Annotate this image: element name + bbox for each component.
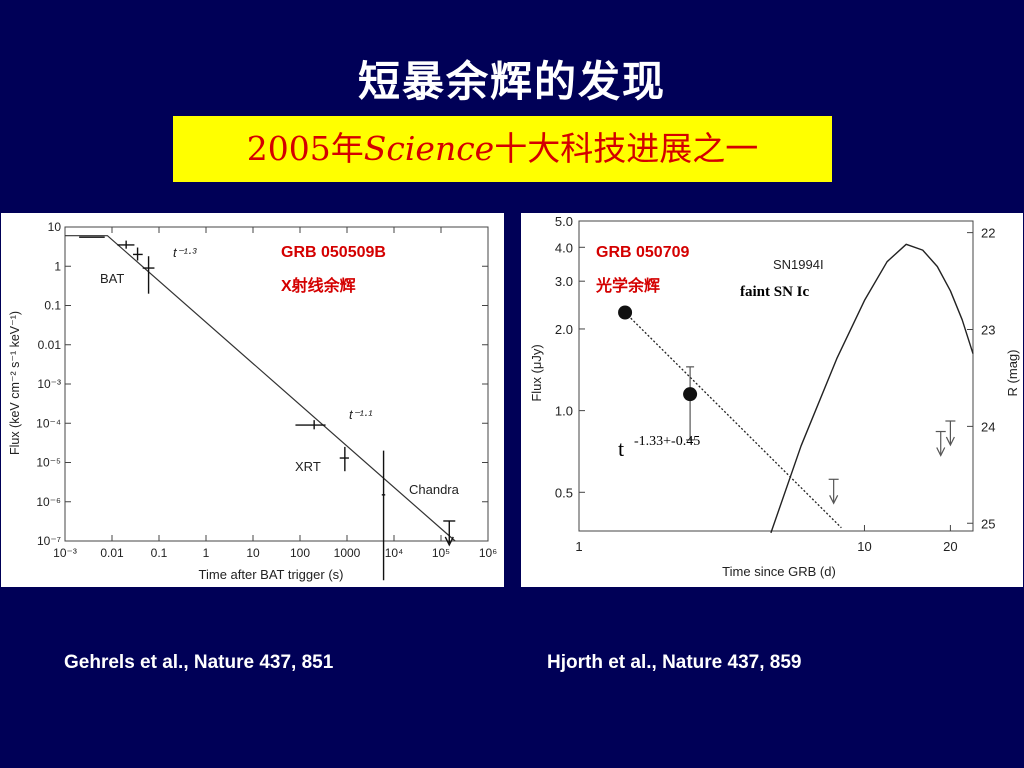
x-tick-label-right: 20 (943, 539, 957, 554)
upper-limit-arrowhead-right (945, 436, 955, 447)
slope-label-late: t⁻¹·¹ (349, 407, 373, 422)
data-point-right (683, 387, 698, 402)
slope-label-early: t⁻¹·³ (173, 245, 197, 260)
citation-right: Hjorth et al., Nature 437, 859 (547, 652, 802, 673)
y-tick-label-mag: 22 (981, 226, 995, 241)
x-tick-label-left: 10⁵ (432, 546, 450, 560)
subtitle-journal: Science (363, 129, 495, 168)
x-tick-label-right: 1 (575, 539, 582, 554)
power-law-t: t (618, 436, 624, 461)
citation-left: Gehrels et al., Nature 437, 851 (64, 652, 334, 673)
y-tick-label-flux: 5.0 (555, 214, 573, 229)
power-law-fit-line (624, 312, 842, 529)
model-fit-line (65, 235, 456, 542)
xray-chart-panel: GRB 050509B X射线余辉 BAT XRT Chandra t⁻¹·³ … (1, 213, 504, 587)
supernova-light-curve (770, 243, 974, 534)
optical-chart-panel: GRB 050709 光学余辉 SN1994I faint SN Ic t -1… (521, 213, 1023, 587)
bat-label: BAT (100, 271, 124, 286)
subtitle-year: 2005年 (246, 129, 364, 168)
y-tick-label-mag: 23 (981, 323, 995, 338)
plot-frame-right (578, 220, 974, 532)
sn-name-label: SN1994I (773, 257, 824, 272)
subtitle-banner: 2005年Science十大科技进展之一 (173, 116, 832, 182)
grb-label-left: GRB 050509B (281, 244, 386, 261)
y-tick-label-left: 0.1 (44, 299, 61, 313)
x-axis-label-right: Time since GRB (d) (722, 564, 836, 579)
y-tick-label-flux: 1.0 (555, 404, 573, 419)
y-tick-label-flux: 3.0 (555, 274, 573, 289)
y-axis-label-mag: R (mag) (1005, 350, 1020, 397)
x-tick-label-right: 10 (857, 539, 871, 554)
x-tick-label-left: 1 (203, 546, 210, 560)
data-point-right (618, 305, 633, 320)
y-tick-label-flux: 0.5 (555, 485, 573, 500)
x-tick-label-left: 0.01 (100, 546, 124, 560)
y-tick-label-left: 10⁻⁵ (36, 456, 61, 470)
y-tick-label-left: 10⁻⁴ (36, 416, 61, 430)
xray-afterglow-label: X射线余辉 (281, 276, 356, 295)
chandra-label: Chandra (409, 482, 460, 497)
slide-title: 短暴余辉的发现 (357, 57, 666, 106)
y-tick-label-left: 10⁻³ (37, 377, 61, 391)
y-tick-label-mag: 24 (981, 419, 995, 434)
y-tick-label-left: 1 (54, 259, 61, 273)
y-tick-label-flux: 4.0 (555, 240, 573, 255)
x-tick-label-left: 10⁻³ (53, 546, 77, 560)
grb-label-right: GRB 050709 (596, 244, 689, 261)
y-tick-label-mag: 25 (981, 516, 995, 531)
x-tick-label-left: 10⁴ (385, 546, 404, 560)
y-tick-label-left: 10⁻⁶ (36, 495, 61, 509)
y-tick-label-left: 10 (48, 220, 62, 234)
x-tick-label-left: 10⁶ (479, 546, 497, 560)
x-tick-label-left: 0.1 (151, 546, 168, 560)
optical-afterglow-chart: GRB 050709 光学余辉 SN1994I faint SN Ic t -1… (529, 214, 1020, 579)
y-axis-label-left: Flux (keV cm⁻² s⁻¹ keV⁻¹) (8, 311, 22, 455)
upper-limit-arrowhead-right (936, 447, 946, 457)
y-axis-label-right: Flux (μJy) (529, 344, 544, 401)
x-tick-label-left: 100 (290, 546, 310, 560)
optical-afterglow-label: 光学余辉 (595, 276, 660, 295)
x-axis-label-left: Time after BAT trigger (s) (199, 567, 344, 582)
y-tick-label-flux: 2.0 (555, 322, 573, 337)
faint-sn-label: faint SN Ic (740, 284, 810, 300)
x-tick-label-left: 1000 (334, 546, 361, 560)
xrt-label: XRT (295, 459, 321, 474)
power-law-exponent: -1.33+-0.45 (634, 434, 700, 449)
x-tick-label-left: 10 (246, 546, 260, 560)
upper-limit-arrowhead (444, 536, 454, 547)
y-tick-label-left: 0.01 (38, 338, 62, 352)
subtitle-rest: 十大科技进展之一 (494, 129, 759, 168)
upper-limit-arrowhead-right (829, 495, 839, 505)
xray-afterglow-chart: GRB 050509B X射线余辉 BAT XRT Chandra t⁻¹·³ … (8, 220, 497, 582)
y-tick-label-left: 10⁻⁷ (37, 534, 61, 548)
